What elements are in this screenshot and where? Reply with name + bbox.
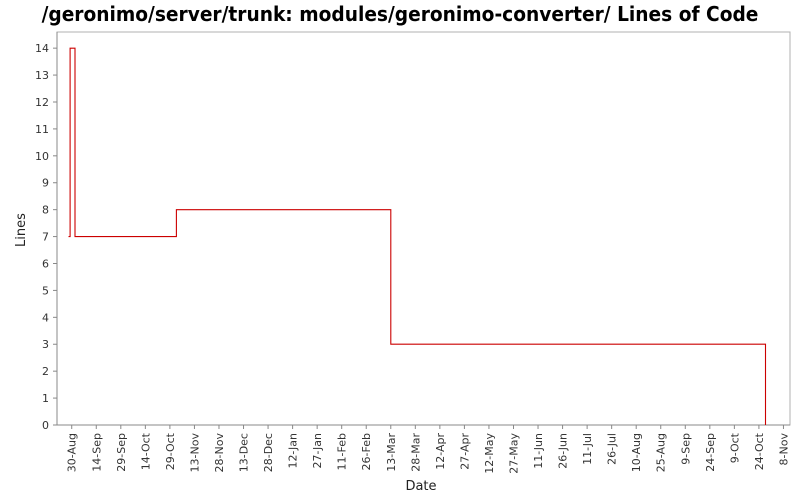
x-tick-label: 11-Jul	[581, 433, 594, 465]
y-tick-label: 14	[35, 42, 49, 55]
y-tick-label: 7	[42, 231, 49, 244]
x-tick-label: 29-Sep	[115, 433, 128, 472]
y-tick-label: 0	[42, 419, 49, 432]
y-tick-label: 6	[42, 257, 49, 270]
x-tick-label: 24-Sep	[704, 433, 717, 472]
x-tick-label: 12-Apr	[434, 433, 447, 470]
y-tick-label: 4	[42, 311, 49, 324]
y-tick-label: 3	[42, 338, 49, 351]
x-tick-label: 10-Aug	[630, 433, 643, 472]
y-tick-label: 10	[35, 150, 49, 163]
y-tick-label: 9	[42, 177, 49, 190]
plot-area	[56, 31, 791, 426]
y-tick-label: 5	[42, 284, 49, 297]
x-tick-label: 29-Oct	[164, 432, 177, 470]
series-layer	[68, 47, 767, 425]
x-tick-label: 9-Sep	[679, 433, 692, 465]
x-tick-label: 26-Jul	[606, 433, 619, 465]
x-tick-label: 27-May	[507, 433, 520, 474]
y-tick-label: 11	[35, 123, 49, 136]
y-axis-title: Lines	[14, 213, 29, 247]
x-tick-label: 26-Feb	[360, 433, 373, 470]
x-tick-label: 30-Aug	[66, 433, 79, 472]
x-tick-label: 24-Oct	[753, 432, 766, 470]
x-tick-label: 25-Aug	[655, 433, 668, 472]
y-tick-label: 1	[42, 392, 49, 405]
x-tick-label: 27-Jan	[311, 433, 324, 469]
x-tick-label: 28-Nov	[213, 433, 226, 473]
x-tick-label: 9-Oct	[728, 432, 741, 463]
x-axis: 30-Aug 14-Sep 29-Sep 14-Oct 29-Oct 13-Nov 28-N…	[66, 425, 790, 474]
y-tick-label: 13	[35, 69, 49, 82]
y-tick-label: 12	[35, 96, 49, 109]
x-tick-label: 13-Mar	[385, 433, 398, 472]
x-tick-label: 28-Dec	[262, 433, 275, 472]
x-tick-label: 12-May	[483, 433, 496, 474]
chart-title: /geronimo/server/trunk: modules/geronimo…	[41, 2, 759, 26]
x-tick-label: 26-Jun	[557, 433, 570, 469]
x-tick-label: 11-Jun	[532, 433, 545, 469]
x-tick-label: 12-Jan	[287, 433, 300, 469]
x-tick-label: 14-Oct	[139, 432, 152, 470]
series-line	[68, 47, 767, 425]
y-tick-label: 2	[42, 365, 49, 378]
x-tick-label: 13-Nov	[188, 433, 201, 473]
x-tick-label: 28-Mar	[409, 433, 422, 472]
x-tick-label: 27-Apr	[458, 433, 471, 470]
x-tick-label: 8-Nov	[777, 433, 790, 466]
x-axis-title: Date	[405, 479, 436, 494]
x-tick-label: 13-Dec	[238, 433, 251, 472]
plot-border	[56, 31, 791, 426]
y-tick-label: 8	[42, 204, 49, 217]
x-tick-label: 11-Feb	[336, 433, 349, 470]
x-tick-label: 14-Sep	[90, 433, 103, 472]
